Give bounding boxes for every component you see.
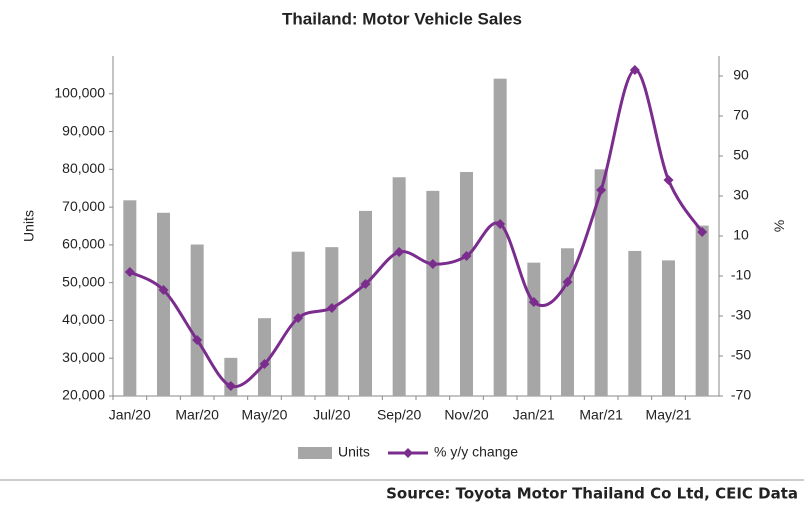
bar xyxy=(662,260,675,396)
marker xyxy=(596,185,607,195)
marker xyxy=(528,297,539,307)
bar xyxy=(493,78,507,397)
bar xyxy=(359,210,372,396)
legend-marker xyxy=(403,448,413,458)
y2-tick-label: 10 xyxy=(733,227,749,243)
y2-axis-title: % xyxy=(771,220,787,232)
y-tick-label: 30,000 xyxy=(62,349,105,365)
marker xyxy=(158,285,169,295)
bar xyxy=(426,190,440,396)
chart-title: Thailand: Motor Vehicle Sales xyxy=(282,9,522,28)
bar xyxy=(190,244,204,396)
y-tick-label: 100,000 xyxy=(54,84,105,100)
marker xyxy=(225,381,236,391)
marker xyxy=(259,359,270,369)
y2-tick-label: -70 xyxy=(731,387,751,403)
y-tick-label: 50,000 xyxy=(62,273,105,289)
marker xyxy=(326,303,337,313)
y-tick-label: 60,000 xyxy=(62,236,105,252)
bar xyxy=(594,169,608,396)
x-tick-label: May/20 xyxy=(242,407,288,423)
x-tick-label: Mar/20 xyxy=(175,407,219,423)
x-tick-label: Jan/20 xyxy=(109,407,151,423)
legend-swatch xyxy=(298,447,332,459)
bar xyxy=(527,262,541,396)
marker xyxy=(495,219,506,229)
y-tick-label: 70,000 xyxy=(62,198,105,214)
marker xyxy=(427,259,438,269)
bar xyxy=(258,318,271,396)
line xyxy=(129,68,704,389)
bar xyxy=(157,212,170,396)
legend-label: % y/y change xyxy=(434,444,518,460)
y2-tick-label: -50 xyxy=(731,347,751,363)
y2-tick-label: 30 xyxy=(733,187,749,203)
bar xyxy=(123,200,137,396)
marker xyxy=(562,277,573,287)
source: Source: Toyota Motor Thailand Co Ltd, CE… xyxy=(386,485,798,503)
bar xyxy=(460,171,473,396)
y-tick-label: 80,000 xyxy=(62,160,105,176)
y-tick-label: 90,000 xyxy=(62,122,105,138)
bar xyxy=(695,225,709,396)
bar xyxy=(291,251,305,396)
marker xyxy=(629,65,640,75)
marker xyxy=(293,313,304,323)
y2-tick-label: 90 xyxy=(733,67,749,83)
marker xyxy=(360,279,371,289)
y2-tick-label: 70 xyxy=(733,107,749,123)
bar xyxy=(325,247,339,396)
y2-tick-label: -10 xyxy=(731,267,751,283)
marker xyxy=(192,335,203,345)
y2-tick-label: -30 xyxy=(731,307,751,323)
marker xyxy=(461,251,472,261)
y2-tick-label: 50 xyxy=(733,147,749,163)
x-tick-label: Jul/20 xyxy=(313,407,351,423)
y-tick-label: 40,000 xyxy=(62,311,105,327)
marker xyxy=(697,227,708,237)
marker xyxy=(394,247,405,257)
x-tick-label: Jan/21 xyxy=(513,407,555,423)
x-tick-label: May/21 xyxy=(646,407,692,423)
legend-label: Units xyxy=(338,444,370,460)
marker xyxy=(663,175,674,185)
bar xyxy=(628,250,642,396)
y-axis-title: Units xyxy=(21,210,37,242)
marker xyxy=(124,267,135,277)
bar xyxy=(392,177,406,396)
x-tick-label: Sep/20 xyxy=(377,407,422,423)
x-tick-label: Mar/21 xyxy=(579,407,623,423)
y-tick-label: 20,000 xyxy=(62,387,105,403)
x-tick-label: Nov/20 xyxy=(444,407,489,423)
